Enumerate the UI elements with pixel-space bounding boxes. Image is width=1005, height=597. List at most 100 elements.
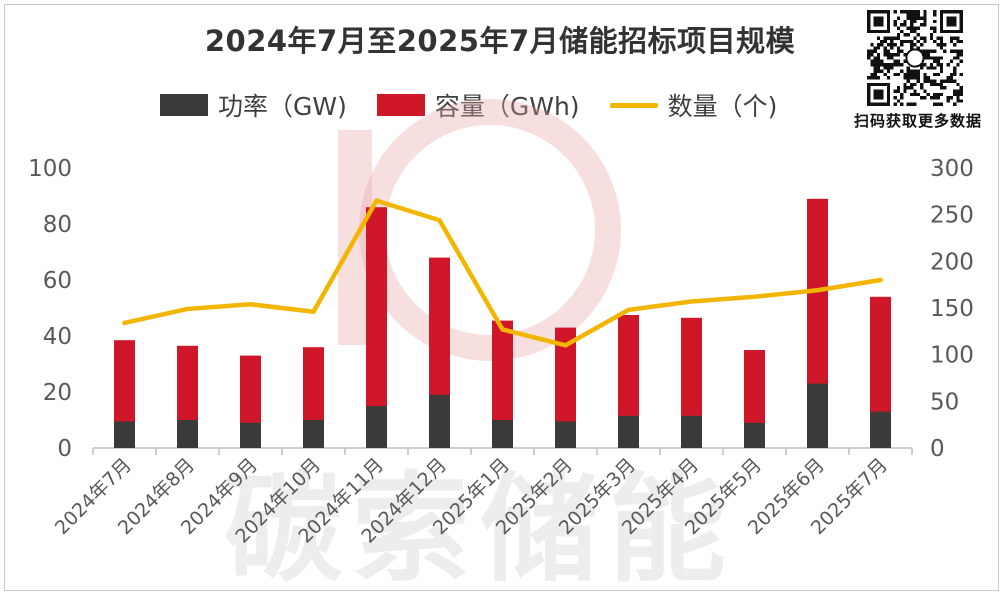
point-count: [122, 320, 127, 326]
qr-module: [896, 16, 901, 20]
qr-module: [956, 99, 960, 103]
qr-module: [900, 43, 904, 47]
y-left-tick-label: 80: [43, 212, 72, 238]
qr-module: [916, 92, 920, 97]
point-count: [248, 302, 253, 307]
legend-label-count: 数量（个): [667, 92, 778, 121]
qr-module: [913, 72, 917, 77]
qr-module: [867, 56, 871, 60]
legend-swatch-power: [160, 94, 208, 116]
qr-module: [910, 13, 914, 17]
qr-module: [926, 76, 930, 80]
qr-module: [959, 49, 963, 54]
qr-module: [949, 79, 954, 83]
qr-module: [867, 53, 871, 57]
bar-power: [492, 420, 513, 448]
qr-module: [886, 62, 891, 67]
qr-module: [896, 53, 901, 57]
bar-power: [618, 415, 639, 448]
qr-module: [886, 43, 891, 47]
point-count: [815, 288, 820, 293]
qr-module: [910, 82, 914, 87]
qr-module: [943, 86, 947, 90]
qr-module: [926, 92, 930, 97]
bar-power: [303, 420, 324, 448]
qr-module: [893, 59, 897, 63]
qr-module: [919, 82, 924, 87]
qr-module: [903, 23, 907, 27]
qr-module: [916, 10, 920, 14]
qr-module: [913, 19, 917, 24]
qr-module: [906, 66, 911, 70]
qr-module: [933, 19, 937, 24]
qr-module: [949, 72, 954, 77]
qr-module: [933, 102, 937, 106]
qr-module: [910, 10, 914, 14]
qr-module: [916, 69, 920, 73]
qr-module: [956, 82, 960, 87]
qr-module: [939, 43, 944, 47]
qr-module: [959, 53, 963, 57]
qr-module: [929, 66, 934, 70]
qr-module: [946, 79, 950, 83]
legend-item-capacity: 容量（GWh): [376, 87, 580, 123]
qr-module: [949, 96, 954, 100]
qr-module: [903, 39, 907, 44]
qr-module: [956, 62, 960, 67]
qr-module: [910, 19, 914, 24]
y-left-tick-label: 100: [28, 156, 72, 182]
qr-module: [873, 56, 877, 60]
qr-module: [923, 19, 927, 24]
qr-module: [890, 66, 894, 70]
qr-module: [929, 33, 934, 37]
qr-module: [900, 10, 904, 14]
qr-module: [880, 69, 884, 73]
qr-module: [867, 76, 871, 80]
qr-module: [926, 56, 930, 60]
qr-module: [903, 76, 907, 80]
qr-module: [946, 76, 950, 80]
qr-module: [939, 56, 944, 60]
qr-finder-core: [946, 16, 957, 27]
qr-module: [896, 59, 901, 63]
qr-module: [936, 72, 940, 77]
qr-module: [880, 43, 884, 47]
qr-caption: 扫码获取更多数据: [853, 112, 982, 130]
qr-module: [916, 33, 920, 37]
qr-module: [913, 82, 917, 87]
qr-module: [896, 72, 901, 77]
qr-module: [939, 79, 944, 83]
qr-module: [876, 46, 881, 50]
qr-module: [923, 13, 927, 17]
qr-module: [929, 79, 934, 83]
qr-module: [919, 86, 924, 90]
qr-module: [956, 89, 960, 93]
point-count: [185, 306, 190, 312]
qr-center-logo: [905, 48, 925, 68]
qr-module: [896, 86, 901, 90]
qr-module: [910, 16, 914, 20]
qr-module: [919, 36, 924, 40]
qr-module: [880, 59, 884, 63]
qr-module: [880, 62, 884, 67]
qr-module: [929, 56, 934, 60]
qr-module: [870, 72, 874, 77]
qr-module: [913, 43, 917, 47]
qr-module: [933, 82, 937, 87]
point-count: [752, 294, 757, 299]
qr-module: [896, 26, 901, 30]
qr-module: [933, 72, 937, 77]
qr-module: [949, 39, 954, 44]
point-count: [878, 277, 883, 283]
qr-module: [867, 49, 871, 54]
qr-module: [890, 43, 894, 47]
qr-module: [916, 13, 920, 17]
qr-module: [870, 53, 874, 57]
qr-module: [886, 76, 891, 80]
qr-module: [916, 26, 920, 30]
qr-module: [929, 62, 934, 67]
qr-module: [910, 26, 914, 30]
qr-module: [906, 69, 911, 73]
qr-module: [886, 49, 891, 54]
qr-module: [923, 39, 927, 44]
